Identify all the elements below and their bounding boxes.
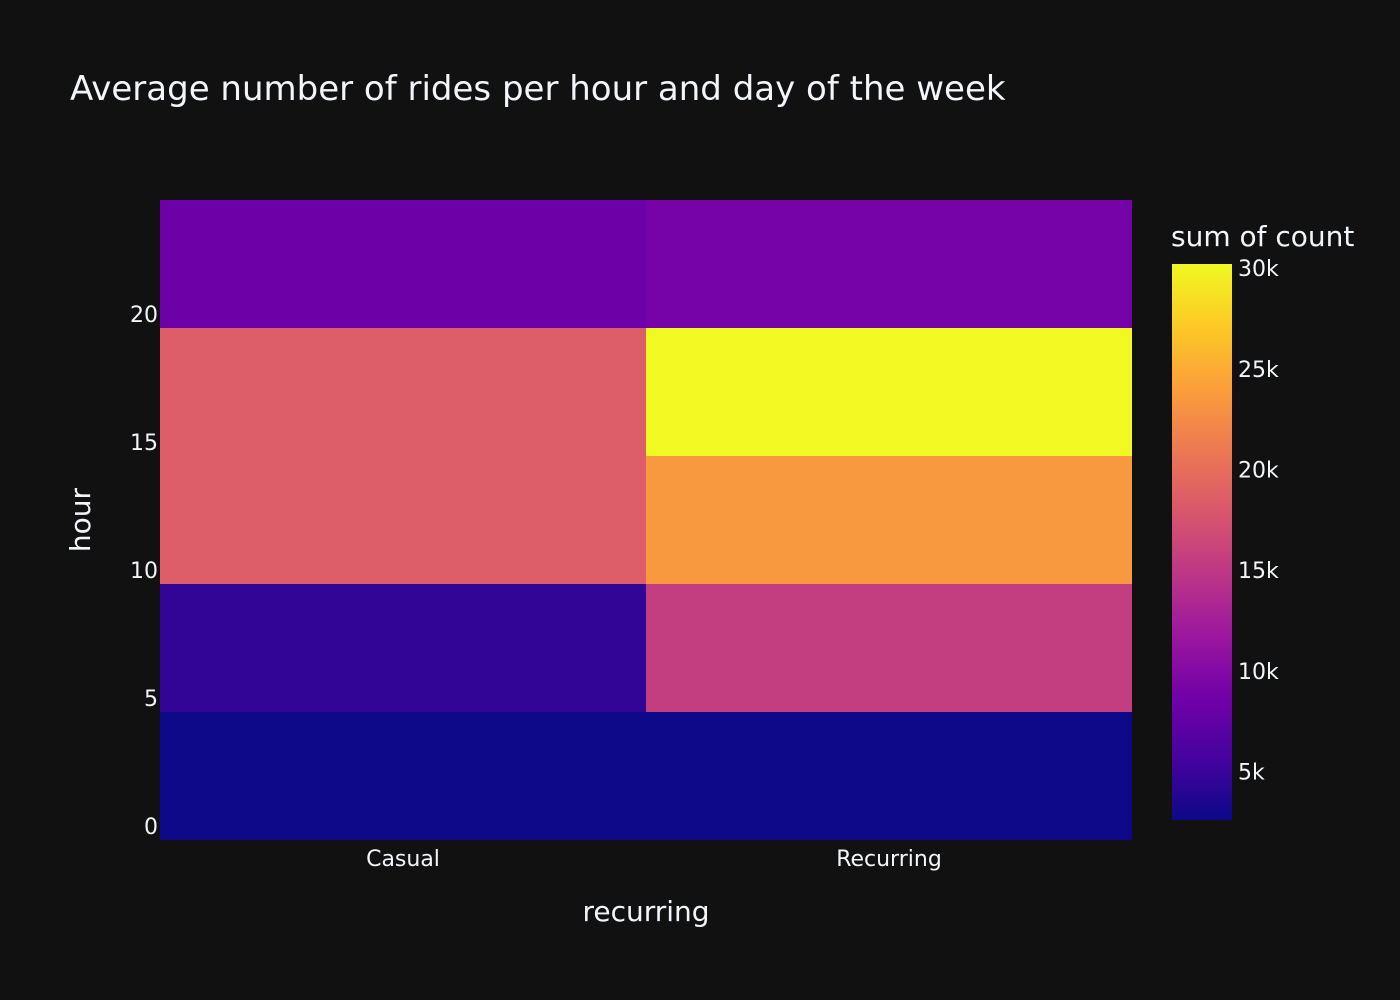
heatmap-cell	[160, 712, 646, 840]
colorbar-tick-label: 15k	[1238, 559, 1279, 584]
y-tick-label: 5	[144, 687, 158, 712]
colorbar-ticks: 5k 10k 15k 20k 25k 30k	[1238, 257, 1279, 786]
x-axis-label: recurring	[582, 895, 709, 928]
colorbar-tick-label: 20k	[1238, 458, 1279, 483]
heatmap-cell	[160, 584, 646, 712]
heatmap-cell	[646, 712, 1132, 840]
x-tick-label: Casual	[366, 847, 440, 872]
y-axis-ticks: 0 5 10 15 20	[130, 303, 158, 840]
heatmap-cell	[646, 200, 1132, 328]
heatmap-cell	[646, 328, 1132, 456]
heatmap-cell	[160, 200, 646, 328]
y-axis-label: hour	[64, 487, 97, 552]
y-tick-label: 0	[144, 815, 158, 840]
colorbar-tick-label: 25k	[1238, 358, 1279, 383]
heatmap-cell	[160, 456, 646, 584]
chart-title: Average number of rides per hour and day…	[70, 69, 1006, 109]
colorbar-tick-label: 5k	[1238, 761, 1265, 786]
x-tick-label: Recurring	[836, 847, 942, 872]
x-axis-ticks: Casual Recurring	[366, 847, 942, 872]
heatmap-cell	[646, 456, 1132, 584]
colorbar-tick-label: 30k	[1238, 257, 1279, 282]
y-tick-label: 20	[130, 303, 158, 328]
y-tick-label: 15	[130, 431, 158, 456]
colorbar-tick-label: 10k	[1238, 660, 1279, 685]
heatmap-cell	[160, 328, 646, 456]
heatmap-cell	[646, 584, 1132, 712]
y-tick-label: 10	[130, 559, 158, 584]
colorbar	[1172, 264, 1232, 820]
colorbar-title: sum of count	[1171, 220, 1354, 253]
heatmap-cells	[160, 200, 1132, 840]
